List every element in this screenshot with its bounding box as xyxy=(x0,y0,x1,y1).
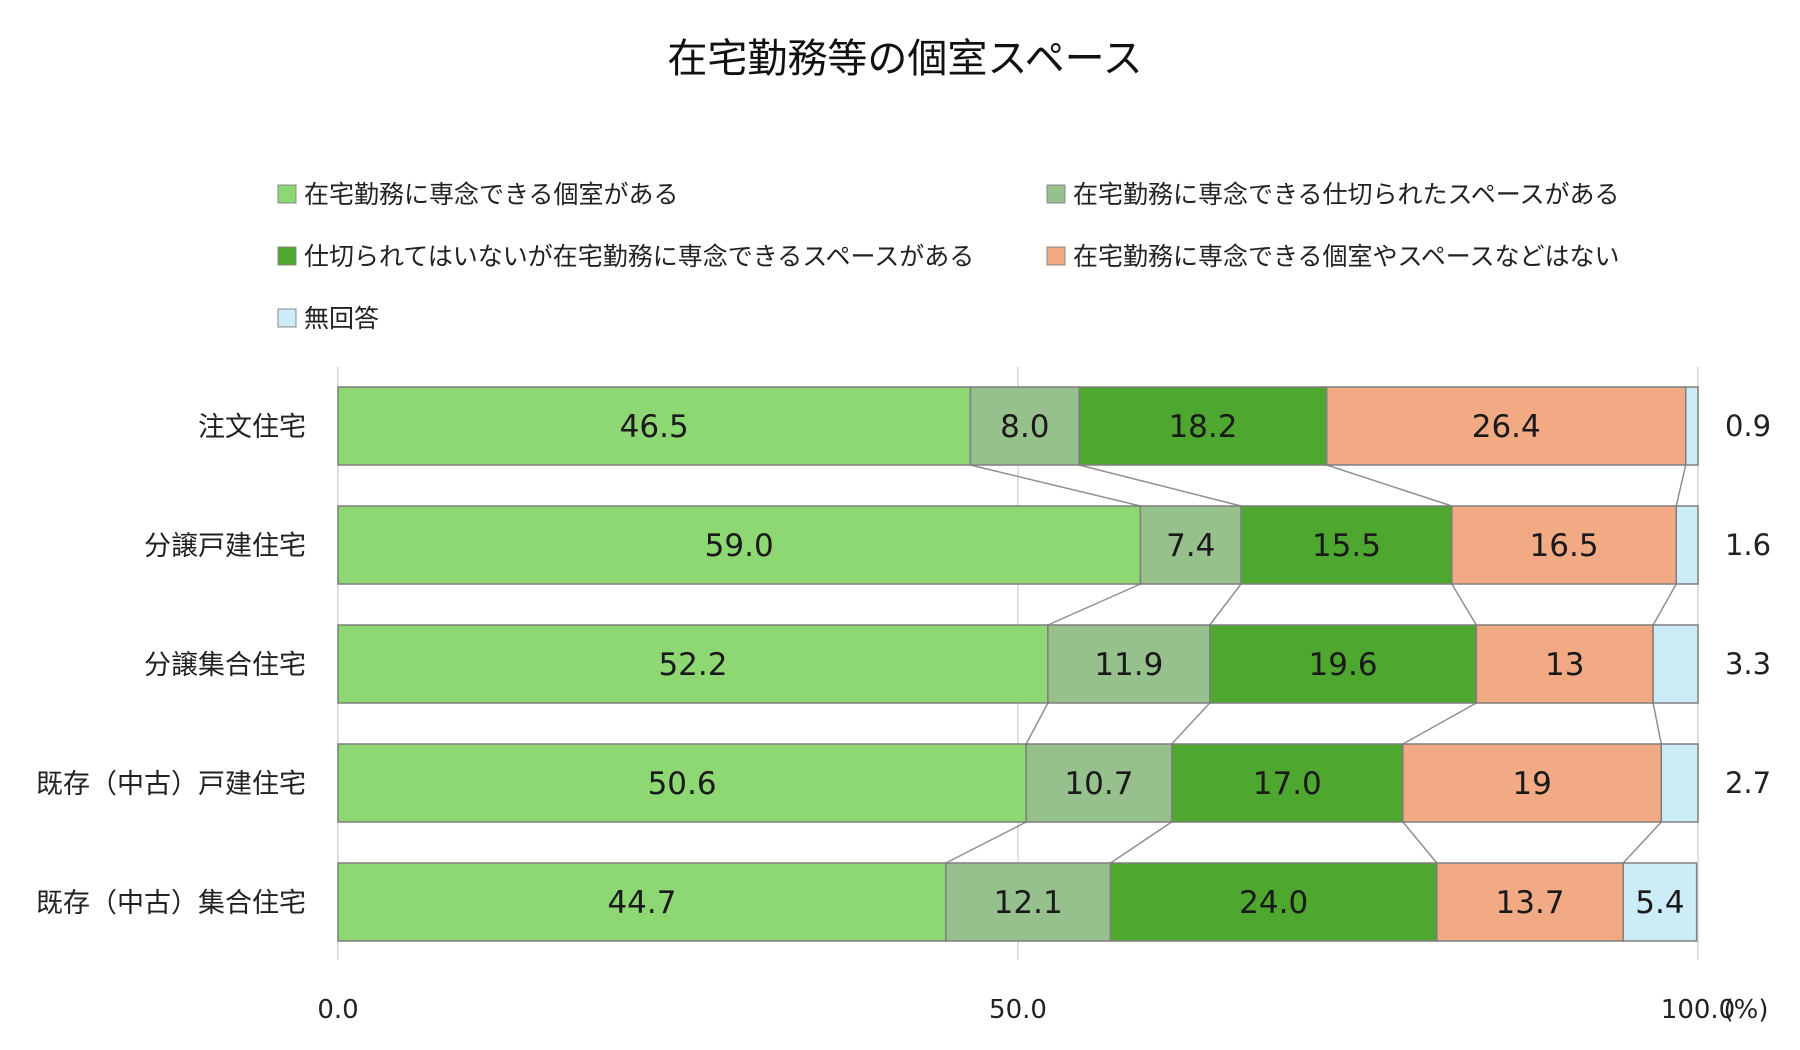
connector-line xyxy=(1110,821,1173,864)
data-label-s2-r2: 7.4 xyxy=(1166,528,1215,564)
bar-segment-s2-r4 xyxy=(1025,743,1173,823)
connector-line xyxy=(1025,702,1049,745)
connector-line xyxy=(1652,583,1677,626)
legend-swatch-1 xyxy=(277,184,297,204)
data-label-s3-r5: 24.0 xyxy=(1239,885,1308,921)
category-label-5: 既存（中古）集合住宅 xyxy=(36,888,306,919)
connector-line xyxy=(1402,821,1438,864)
bar-segment-s3-r1 xyxy=(1078,386,1328,466)
connector-line xyxy=(1402,702,1477,745)
data-label-s5-r2: 1.6 xyxy=(1725,528,1771,562)
x-tick-label-1: 0.0 xyxy=(317,995,358,1025)
connector-line xyxy=(1451,583,1477,626)
bar-segment-s1-r2 xyxy=(337,505,1142,585)
bar-segment-s1-r4 xyxy=(337,743,1027,823)
data-label-s1-r1: 46.5 xyxy=(620,409,689,445)
data-label-s5-r3: 3.3 xyxy=(1725,647,1771,681)
data-label-s4-r4: 19 xyxy=(1512,766,1551,802)
data-label-s5-r4: 2.7 xyxy=(1725,766,1771,800)
connector-line xyxy=(1171,702,1211,745)
data-label-s3-r4: 17.0 xyxy=(1253,766,1322,802)
data-label-s3-r2: 15.5 xyxy=(1312,528,1381,564)
data-label-s5-r1: 0.9 xyxy=(1725,409,1771,443)
bar-segment-s5-r4 xyxy=(1660,743,1699,823)
data-label-s2-r1: 8.0 xyxy=(1000,409,1049,445)
legend-swatch-2 xyxy=(1046,184,1066,204)
chart-title: 在宅勤務等の個室スペース xyxy=(667,36,1142,82)
bar-segment-s5-r1 xyxy=(1685,386,1699,466)
connector-line xyxy=(1675,464,1687,507)
series-connector-lines xyxy=(945,464,1687,864)
data-label-s2-r3: 11.9 xyxy=(1094,647,1163,683)
bar-segment-s4-r4 xyxy=(1402,743,1663,823)
connector-line xyxy=(1079,464,1242,507)
bar-segment-s3-r2 xyxy=(1240,505,1453,585)
category-label-3: 分譲集合住宅 xyxy=(144,650,306,681)
data-label-s2-r5: 12.1 xyxy=(994,885,1063,921)
bar-segment-s5-r2 xyxy=(1675,505,1699,585)
legend-label-1: 在宅勤務に専念できる個室がある xyxy=(304,180,679,209)
bar-segment-s2-r2 xyxy=(1139,505,1242,585)
x-axis-unit: (%) xyxy=(1724,995,1769,1025)
bar-segment-s4-r1 xyxy=(1325,386,1687,466)
connector-line xyxy=(945,821,1027,864)
bar-segment-s1-r1 xyxy=(337,386,972,466)
data-label-s4-r3: 13 xyxy=(1545,647,1584,683)
legend-swatch-5 xyxy=(277,308,297,328)
bars: 46.5 8.0 18.2 26.4 59.0 7.4 15.5 16.5 52.2 11.9 19… xyxy=(337,386,1699,942)
bar-segment-s2-r1 xyxy=(969,386,1080,466)
connector-line xyxy=(1209,583,1242,626)
bar-segment-s4-r3 xyxy=(1475,624,1654,704)
data-label-s2-r4: 10.7 xyxy=(1064,766,1133,802)
legend-label-2: 在宅勤務に専念できる仕切られたスペースがある xyxy=(1073,180,1620,209)
outside-value-labels: 0.9 1.6 3.3 2.7 xyxy=(1725,409,1771,800)
data-label-s3-r3: 19.6 xyxy=(1309,647,1378,683)
connector-line xyxy=(1326,464,1453,507)
data-label-s1-r2: 59.0 xyxy=(705,528,774,564)
connector-line xyxy=(1622,821,1662,864)
legend-label-4: 在宅勤務に専念できる個室やスペースなどはない xyxy=(1073,242,1620,271)
bar-segment-s3-r4 xyxy=(1170,743,1404,823)
connector-line xyxy=(1047,583,1141,626)
legend-swatch-3 xyxy=(277,246,297,266)
bar-segment-s5-r3 xyxy=(1652,624,1699,704)
bar-segment-s3-r3 xyxy=(1209,624,1478,704)
bar-segment-s1-r5 xyxy=(337,862,947,942)
data-label-s1-r3: 52.2 xyxy=(658,647,727,683)
legend-label-5: 無回答 xyxy=(304,304,379,333)
data-label-s3-r1: 18.2 xyxy=(1168,409,1237,445)
legend-swatch-4 xyxy=(1046,246,1066,266)
category-label-4: 既存（中古）戸建住宅 xyxy=(36,769,306,800)
data-label-s4-r1: 26.4 xyxy=(1472,409,1541,445)
legend: 在宅勤務に専念できる個室がある 在宅勤務に専念できる仕切られたスペースがある仕切ら… xyxy=(277,180,1620,333)
data-label-s1-r5: 44.7 xyxy=(607,885,676,921)
bar-segment-s4-r5 xyxy=(1436,862,1624,942)
bar-segment-s1-r3 xyxy=(337,624,1049,704)
category-label-1: 注文住宅 xyxy=(198,412,306,443)
data-label-s4-r5: 13.7 xyxy=(1496,885,1565,921)
x-tick-label-3: 100.0 xyxy=(1661,995,1735,1025)
bar-segment-s2-r5 xyxy=(945,862,1112,942)
x-axis: 0.0 50.0 100.0(%) xyxy=(317,995,1768,1025)
data-label-s4-r2: 16.5 xyxy=(1530,528,1599,564)
bar-segment-s2-r3 xyxy=(1047,624,1211,704)
data-label-s5-r5: 5.4 xyxy=(1635,885,1684,921)
legend-label-3: 仕切られてはいないが在宅勤務に専念できるスペースがある xyxy=(304,242,974,271)
data-label-s1-r4: 50.6 xyxy=(648,766,717,802)
connector-line xyxy=(970,464,1141,507)
bar-segment-s5-r5 xyxy=(1622,862,1698,942)
category-label-2: 分譲戸建住宅 xyxy=(144,531,306,562)
connector-line xyxy=(1652,702,1663,745)
x-tick-label-2: 50.0 xyxy=(989,995,1047,1025)
